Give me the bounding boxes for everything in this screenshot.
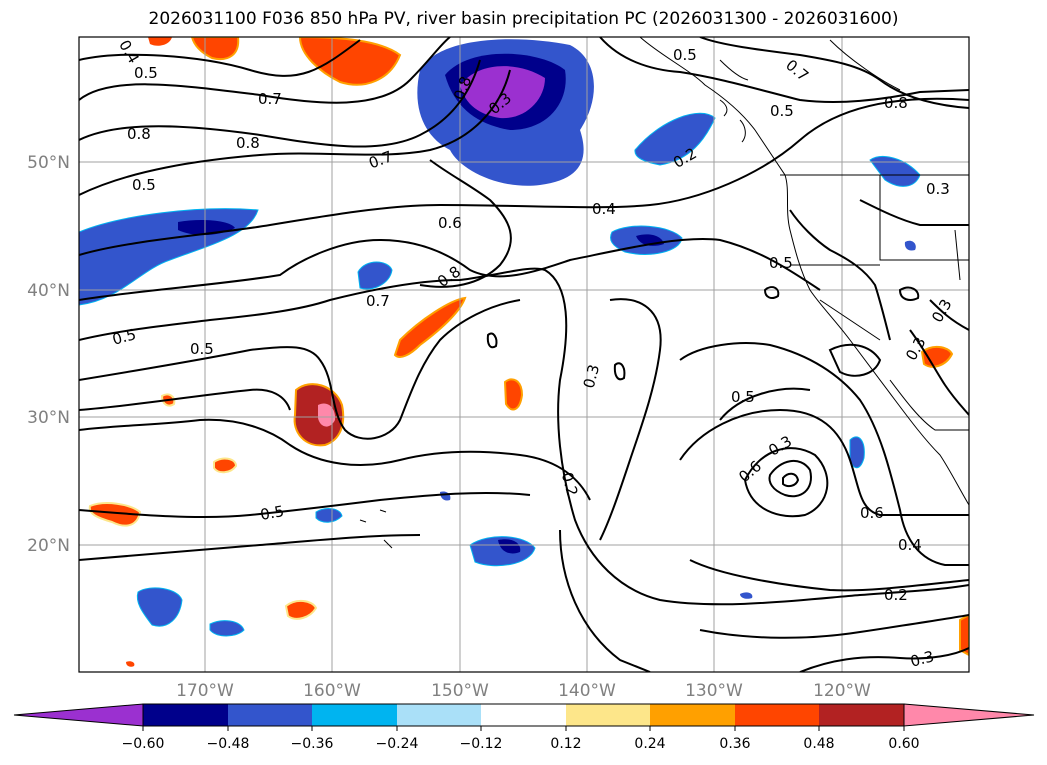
lon-label: 140°W (558, 681, 616, 701)
colorbar: −0.60 −0.48 −0.36 −0.24 −0.12 0.12 0.24 … (13, 703, 1035, 752)
contour-label: 0.4 (898, 536, 922, 554)
precip-negative-region (315, 508, 343, 523)
colorbar-min-extension (13, 703, 144, 727)
precip-positive-region (190, 37, 240, 60)
contour-label: 0.3 (908, 647, 936, 671)
precip-negative-region (849, 436, 865, 469)
precip-positive-region (213, 457, 238, 474)
contour-label: 0.7 (366, 292, 390, 310)
precip-positive-region (298, 37, 402, 86)
lon-label: 130°W (685, 681, 743, 701)
colorbar-bin (312, 704, 397, 726)
contour-label: 0.5 (769, 254, 793, 272)
lat-label: 30°N (27, 408, 70, 428)
lon-label: 170°W (176, 681, 234, 701)
pv-contours (79, 37, 969, 672)
contour-label: 0.2 (884, 586, 908, 604)
precip-positive-region (88, 502, 142, 527)
lon-label: 120°W (813, 681, 871, 701)
precip-positive-region (503, 378, 524, 411)
contour-label: 0.5 (673, 46, 697, 64)
contour-label: 0.8 (127, 125, 151, 143)
colorbar-tick-label: −0.24 (376, 736, 419, 752)
colorbar-tick-label: 0.12 (550, 736, 581, 752)
precip-positive-region (126, 661, 135, 667)
colorbar-bin (566, 704, 650, 726)
lat-label: 50°N (27, 153, 70, 173)
colorbar-tick-label: −0.12 (460, 736, 503, 752)
lat-label: 40°N (27, 281, 70, 301)
colorbar-tick-label: −0.48 (207, 736, 250, 752)
contour-label: 0.2 (558, 470, 582, 498)
colorbar-bin (650, 704, 735, 726)
lat-label: 20°N (27, 536, 70, 556)
colorbar-tick-label: −0.60 (122, 736, 165, 752)
colorbar-bin (481, 704, 566, 726)
contour-label: 0.5 (134, 64, 158, 82)
precip-negative-region (469, 536, 536, 567)
colorbar-bin (228, 704, 312, 726)
colorbar-tick-label: 0.24 (634, 736, 665, 752)
colorbar-tick-label: 0.48 (803, 736, 834, 752)
contour-label: 0.7 (258, 90, 282, 108)
precip-negative-region (209, 620, 245, 637)
contour-label: 0.3 (926, 180, 950, 198)
precip-positive-region (920, 346, 954, 368)
precip-positive-region (148, 37, 172, 46)
graticule (79, 37, 969, 672)
precip-negative-region (136, 587, 183, 627)
precip-negative-region (357, 261, 393, 290)
contour-label: 0.6 (438, 214, 462, 232)
lon-label: 160°W (303, 681, 361, 701)
contour-label: 0.5 (110, 325, 138, 349)
precip-negative-region (634, 112, 716, 166)
longitude-labels: 170°W 160°W 150°W 140°W 130°W 120°W (176, 681, 871, 701)
colorbar-bin (735, 704, 819, 726)
contour-label: 0.5 (132, 176, 156, 194)
contour-label: 0.5 (731, 388, 755, 406)
colorbar-bin (819, 704, 904, 726)
contour-label: 0.4 (592, 200, 616, 218)
contour-label: 0.8 (884, 94, 908, 112)
colorbar-tick-label: −0.36 (291, 736, 334, 752)
colorbar-bin (143, 704, 228, 726)
precip-negative-core (498, 539, 521, 554)
lon-label: 150°W (431, 681, 489, 701)
precip-positive-region (284, 600, 318, 620)
contour-label: 0.5 (770, 102, 794, 120)
precip-negative-region (904, 240, 916, 251)
precip-strong-positive-core (318, 403, 336, 427)
colorbar-frame (142, 703, 905, 727)
colorbar-bin (397, 704, 481, 726)
latitude-labels: 50°N 40°N 30°N 20°N (27, 153, 70, 556)
map-frame (78, 36, 970, 673)
contour-label: 0.6 (860, 504, 884, 522)
colorbar-tick-label: 0.60 (888, 736, 919, 752)
map-plot-area (79, 37, 969, 672)
contour-label: 0.5 (190, 340, 214, 358)
contour-label: 0.5 (259, 502, 286, 524)
contour-label: 0.3 (580, 363, 604, 391)
contour-label: 0.8 (236, 134, 260, 152)
precip-shading (79, 37, 969, 667)
colorbar-max-extension (903, 703, 1035, 727)
precip-positive-region (393, 296, 467, 358)
colorbar-tick-label: 0.36 (719, 736, 750, 752)
map-title: 2026031100 F036 850 hPa PV, river basin … (148, 9, 899, 29)
coastlines (359, 37, 969, 549)
precip-positive-region (959, 613, 969, 657)
precip-negative-region (740, 592, 753, 599)
